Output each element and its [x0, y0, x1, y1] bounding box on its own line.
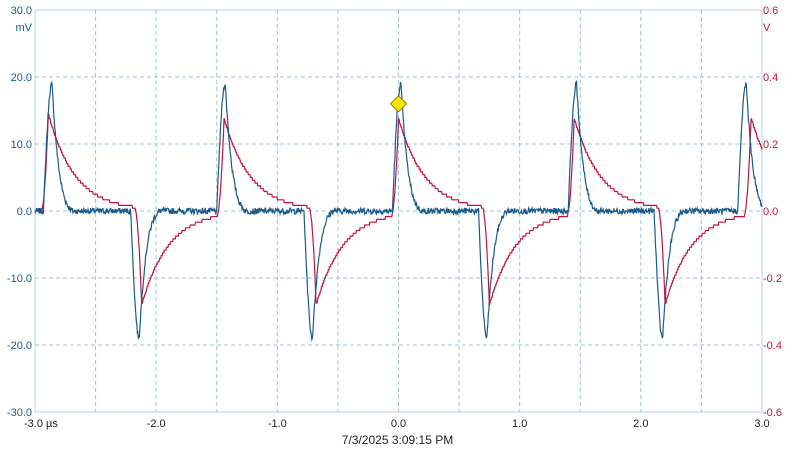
right-tick-label: -0.6 — [763, 407, 782, 419]
left-axis-unit: mV — [16, 22, 33, 34]
right-tick-label: 0.0 — [763, 206, 778, 218]
left-tick-label: -20.0 — [7, 340, 32, 352]
right-tick-label: -0.4 — [763, 340, 782, 352]
timestamp: 7/3/2025 3:09:15 PM — [341, 433, 454, 447]
cursor-marker[interactable] — [389, 95, 408, 113]
left-tick-label: 20.0 — [11, 72, 32, 84]
x-tick-label: 2.0 — [633, 418, 648, 430]
series-red-voltage — [35, 113, 763, 307]
x-tick-label: -2.0 — [147, 418, 166, 430]
x-tick-label: 3.0 — [754, 418, 769, 430]
left-axis-ticks: 30.0 20.0 10.0 0.0 -10.0 -20.0 -30.0 — [7, 5, 32, 419]
right-tick-label: 0.6 — [763, 5, 778, 17]
right-tick-label: -0.2 — [763, 273, 782, 285]
right-axis-unit: V — [763, 22, 771, 34]
left-tick-label: 10.0 — [11, 139, 32, 151]
right-axis-ticks: 0.6 0.4 0.2 0.0 -0.2 -0.4 -0.6 — [763, 5, 782, 419]
grid — [34, 9, 763, 413]
right-tick-label: 0.2 — [763, 139, 778, 151]
x-tick-label: -1.0 — [268, 418, 287, 430]
x-axis-ticks: -3.0 µs -2.0 -1.0 0.0 1.0 2.0 3.0 — [24, 418, 770, 430]
x-tick-label: -3.0 µs — [24, 418, 58, 430]
left-tick-label: 0.0 — [17, 206, 32, 218]
right-tick-label: 0.4 — [763, 72, 778, 84]
left-tick-label: 30.0 — [11, 5, 32, 17]
left-tick-label: -30.0 — [7, 407, 32, 419]
x-tick-label: 1.0 — [512, 418, 527, 430]
x-tick-label: 0.0 — [391, 418, 406, 430]
left-tick-label: -10.0 — [7, 273, 32, 285]
